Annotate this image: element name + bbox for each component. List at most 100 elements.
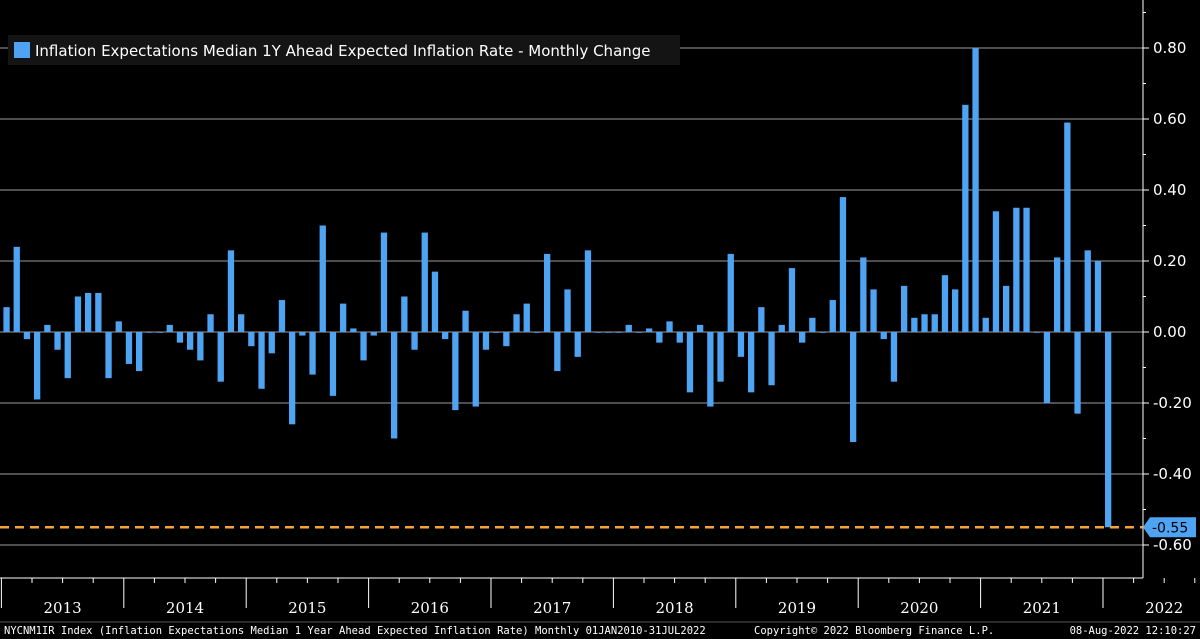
bar [289, 332, 296, 425]
reference-flag-label: -0.55 [1152, 520, 1188, 536]
bar [890, 332, 898, 382]
bar [931, 314, 938, 332]
bar [533, 332, 541, 333]
legend-swatch [14, 42, 30, 58]
bar [217, 332, 224, 382]
bar [258, 332, 265, 389]
bar [564, 289, 571, 332]
bar [523, 303, 530, 332]
bar [1094, 261, 1102, 332]
x-tick-label: 2016 [411, 599, 449, 617]
bar [605, 332, 612, 333]
bar [737, 332, 745, 357]
bar [758, 307, 765, 332]
y-tick-label: 0.40 [1153, 181, 1186, 199]
bar [1074, 332, 1081, 414]
bar [23, 332, 31, 340]
bar [187, 332, 194, 350]
bar [1054, 257, 1061, 332]
bar [839, 197, 847, 332]
bar [34, 332, 41, 400]
bar [1043, 332, 1051, 403]
bar [1064, 122, 1071, 332]
bar [809, 317, 816, 332]
legend: Inflation Expectations Median 1Y Ahead E… [8, 35, 680, 65]
footer-source: NYCNM1IR Index (Inflation Expectations M… [4, 625, 706, 637]
bar [493, 332, 500, 333]
bar [1105, 332, 1112, 528]
bar [1084, 250, 1091, 332]
x-tick-label: 2015 [288, 599, 326, 617]
bar [503, 332, 510, 347]
bar [207, 314, 214, 332]
bar [727, 253, 734, 332]
bar [329, 332, 337, 396]
bar [799, 332, 806, 343]
x-tick-label: 2021 [1023, 599, 1061, 617]
bar [778, 324, 785, 332]
bar [350, 328, 357, 332]
bar [635, 332, 643, 333]
bar [513, 314, 520, 332]
x-tick-label: 2019 [778, 599, 816, 617]
x-tick-label: 2017 [533, 599, 571, 617]
bar [340, 303, 347, 332]
bar [146, 332, 153, 333]
bar [901, 285, 908, 332]
bar [462, 310, 469, 332]
bar [870, 289, 877, 332]
bar [380, 232, 388, 332]
x-tick-label: 2022 [1145, 599, 1183, 617]
bar [166, 324, 173, 332]
bar [1033, 332, 1040, 333]
bar [54, 332, 61, 350]
bar [646, 328, 653, 332]
bar [44, 324, 51, 332]
bar [829, 300, 836, 332]
bar [615, 332, 622, 333]
bar [238, 314, 245, 332]
bar [197, 332, 204, 361]
bar [717, 332, 724, 382]
bar [136, 332, 143, 372]
bar [574, 332, 581, 357]
bar [860, 257, 867, 332]
bar [227, 250, 235, 332]
y-tick-label: -0.20 [1153, 394, 1192, 412]
bar [299, 332, 306, 336]
bar [319, 225, 326, 332]
bars [3, 48, 1112, 528]
bar [819, 332, 826, 333]
bar [972, 48, 979, 332]
bar [982, 317, 989, 332]
legend-box [8, 35, 680, 65]
bar [554, 332, 561, 372]
x-tick-label: 2018 [656, 599, 694, 617]
axes: -0.60 -0.40 -0.20 0.00 0.20 0.40 0.60 0.80 2013 2… [0, 0, 1196, 617]
bar [584, 250, 592, 332]
bar [941, 275, 949, 332]
y-tick-label: 0.20 [1153, 252, 1186, 270]
bar [370, 332, 377, 336]
bar [748, 332, 755, 393]
x-tick-label: 2013 [44, 599, 82, 617]
bar [95, 292, 102, 332]
bar [74, 296, 82, 332]
footer-timestamp: 08-Aug-2022 12:10:27 [1070, 625, 1196, 637]
bar [788, 268, 796, 332]
bar [442, 332, 449, 340]
bar [482, 332, 490, 350]
y-tick-label: -0.40 [1153, 465, 1192, 483]
y-tick-label: -0.60 [1153, 536, 1192, 554]
y-tick-label: 0.60 [1153, 110, 1186, 128]
bar [595, 332, 602, 333]
bar [686, 332, 694, 393]
bar [880, 332, 887, 340]
bar [431, 271, 439, 332]
bar [472, 332, 479, 407]
bar [697, 324, 704, 332]
footer-copyright: Copyright© 2022 Bloomberg Finance L.P. [754, 625, 994, 637]
bar [1003, 285, 1010, 332]
